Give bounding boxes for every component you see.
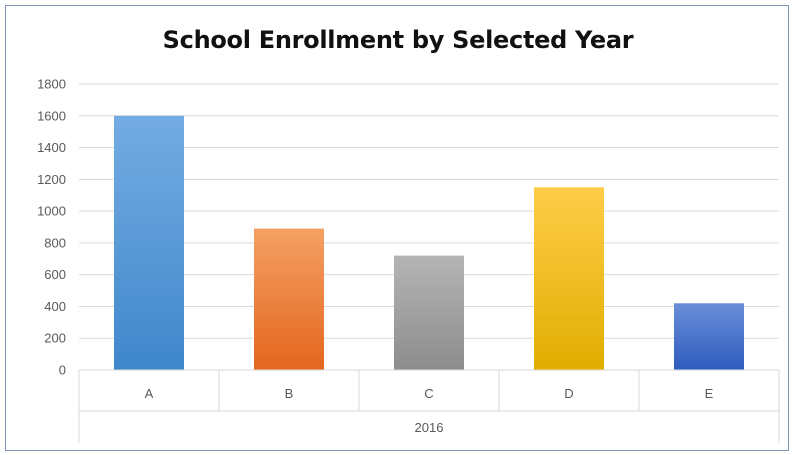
y-axis-ticks: 0 200 400 600 800 1000 1200 1400 1600 1800 (37, 77, 66, 378)
x-tick-label: D (564, 386, 573, 401)
bar-c (394, 255, 464, 370)
y-tick-label: 200 (44, 331, 66, 346)
y-tick-label: 800 (44, 235, 66, 250)
bar-a (114, 115, 184, 371)
x-group-label: 2016 (415, 420, 444, 435)
bar-e (674, 303, 744, 370)
bars (114, 115, 744, 371)
y-tick-label: 0 (59, 363, 66, 378)
bar-b (254, 228, 324, 370)
x-tick-label: C (424, 386, 433, 401)
y-tick-label: 600 (44, 267, 66, 282)
y-tick-label: 1600 (37, 108, 66, 123)
bar-d (534, 187, 604, 370)
chart-frame: School Enrollment by Selected Year 0 200 4… (5, 5, 789, 451)
x-axis: A B C D E 2016 (78, 369, 780, 443)
chart-plot-area: 0 200 400 600 800 1000 1200 1400 1600 1800 A B C D E 2… (37, 77, 780, 443)
y-tick-label: 1000 (37, 204, 66, 219)
y-tick-label: 1200 (37, 172, 66, 187)
x-tick-label: E (705, 386, 714, 401)
x-tick-label: B (285, 386, 294, 401)
x-tick-label: A (145, 386, 154, 401)
y-tick-label: 1400 (37, 140, 66, 155)
y-tick-label: 1800 (37, 77, 66, 92)
y-tick-label: 400 (44, 299, 66, 314)
chart-title: School Enrollment by Selected Year (162, 26, 634, 54)
